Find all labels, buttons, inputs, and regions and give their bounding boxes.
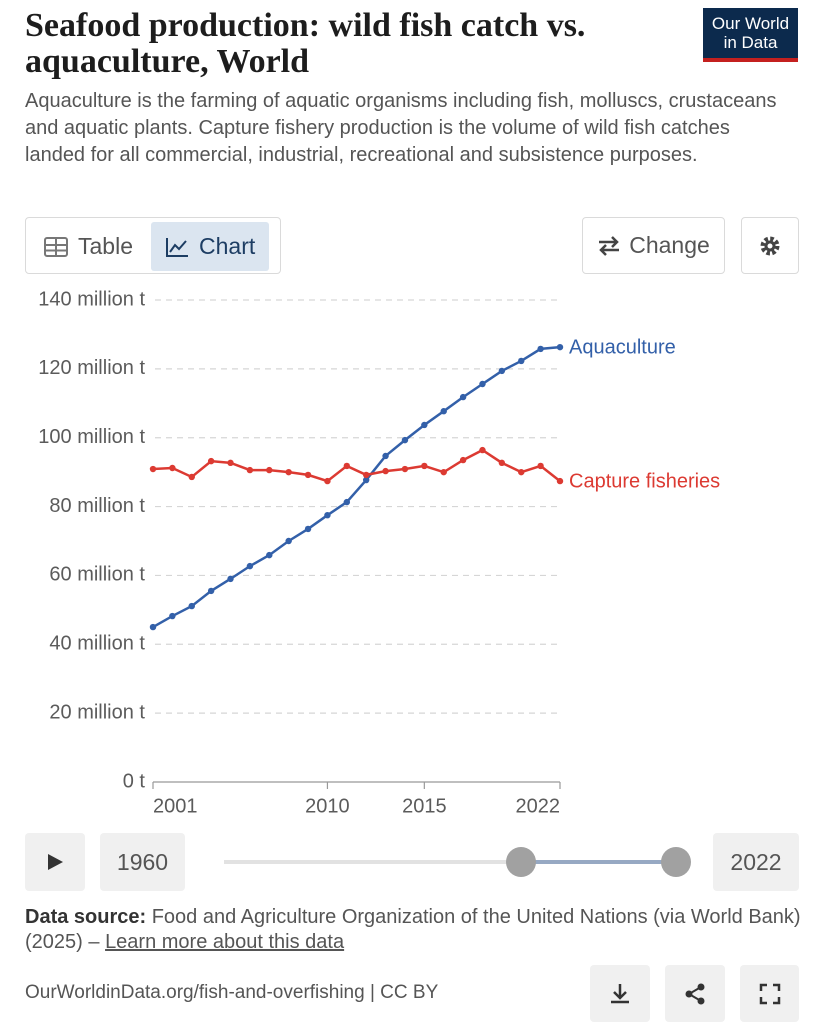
logo-line: Our World xyxy=(711,14,790,33)
logo-line: in Data xyxy=(723,33,778,52)
change-button[interactable]: Change xyxy=(582,217,725,274)
data-point xyxy=(421,462,428,470)
data-point xyxy=(304,471,312,479)
data-point xyxy=(459,393,467,401)
play-icon xyxy=(48,854,63,870)
x-tick-label: 2015 xyxy=(402,795,447,817)
data-point xyxy=(421,421,428,429)
data-point xyxy=(362,476,370,484)
data-point xyxy=(227,575,234,583)
series-label: Capture fisheries xyxy=(569,470,720,492)
data-point xyxy=(207,457,215,465)
series-line xyxy=(152,345,561,629)
tab-label: Chart xyxy=(199,233,256,259)
x-tick-label: 2010 xyxy=(305,795,350,817)
data-point xyxy=(266,551,273,559)
table-tab[interactable]: Table xyxy=(30,222,147,271)
chart: 0 t 20 million t 40 million t 60 million t 8… xyxy=(38,288,720,817)
data-point xyxy=(459,456,467,464)
y-tick-label: 140 million t xyxy=(38,288,145,310)
series-line xyxy=(152,448,561,483)
x-tick-label: 2001 xyxy=(153,795,198,817)
slider-handle[interactable] xyxy=(506,847,536,877)
data-point xyxy=(479,446,486,454)
chart-tab[interactable]: Chart xyxy=(151,222,270,271)
y-tick-label: 40 million t xyxy=(49,633,145,655)
timeline-label: 2022 xyxy=(730,848,782,875)
data-point xyxy=(556,477,564,485)
data-point xyxy=(324,477,331,485)
chart-icon xyxy=(166,237,188,257)
table-icon xyxy=(44,236,68,257)
y-tick-label: 20 million t xyxy=(49,701,145,723)
data-point xyxy=(518,357,525,365)
data-point xyxy=(498,459,506,467)
data-point xyxy=(362,471,370,479)
y-tick-label: 120 million t xyxy=(38,357,145,379)
data-point xyxy=(479,380,486,388)
slider-handle[interactable] xyxy=(661,847,691,877)
timeline-end[interactable]: 2022 xyxy=(713,833,799,891)
source-link[interactable]: Learn more about this data xyxy=(105,931,345,953)
data-point xyxy=(518,468,525,476)
data-point xyxy=(188,473,195,481)
download-button[interactable] xyxy=(590,965,650,1022)
data-point xyxy=(188,602,195,610)
series-label: Aquaculture xyxy=(569,336,676,358)
data-point xyxy=(343,498,351,506)
data-point xyxy=(149,465,157,473)
data-point xyxy=(343,462,351,470)
data-point xyxy=(266,466,273,474)
y-tick-label: 80 million t xyxy=(49,495,145,517)
data-point xyxy=(285,537,292,545)
data-point xyxy=(207,587,215,595)
download-icon xyxy=(611,983,629,1003)
timeline-slider[interactable] xyxy=(200,840,700,884)
y-tick-label: 0 t xyxy=(123,770,146,792)
data-point xyxy=(324,511,331,519)
share-icon xyxy=(685,983,705,1004)
tab-group: Table Chart xyxy=(25,217,281,274)
timeline-start[interactable]: 1960 xyxy=(100,833,185,891)
data-point xyxy=(401,465,409,473)
data-point xyxy=(537,345,544,353)
logo[interactable]: Our World in Data xyxy=(703,8,798,62)
x-tick-label: 2022 xyxy=(516,795,561,817)
swap-icon xyxy=(599,235,620,256)
source-text: Food and Agriculture Organization of the… xyxy=(25,906,801,953)
data-point xyxy=(382,467,389,475)
data-point xyxy=(285,468,292,476)
data-point xyxy=(304,525,312,533)
data-point xyxy=(537,462,544,470)
data-point xyxy=(440,468,447,476)
data-point xyxy=(498,367,506,375)
data-point xyxy=(169,612,176,620)
data-point xyxy=(556,343,564,351)
data-point xyxy=(401,436,409,444)
footer-url: OurWorldinData.org/fish-and-overfishing … xyxy=(25,982,439,1003)
data-point xyxy=(440,408,447,415)
data-point xyxy=(382,452,389,460)
title: Seafood production: wild fish catch vs. … xyxy=(25,7,586,80)
data-point xyxy=(169,464,176,472)
timeline-label: 1960 xyxy=(116,848,169,875)
data-point xyxy=(246,466,254,474)
source: Data source: Food and Agriculture Organi… xyxy=(25,905,805,955)
data-point xyxy=(246,562,254,570)
y-tick-label: 100 million t xyxy=(38,426,145,448)
data-point xyxy=(227,459,234,467)
data-point xyxy=(149,623,157,631)
source-label: Data source: xyxy=(25,906,147,928)
fullscreen-icon xyxy=(759,983,780,1004)
button-label: Change xyxy=(629,232,710,258)
subtitle: Aquaculture is the farming of aquatic or… xyxy=(25,90,777,166)
fullscreen-button[interactable] xyxy=(740,965,799,1022)
gear-icon xyxy=(760,236,780,255)
tab-label: Table xyxy=(78,233,133,259)
share-button[interactable] xyxy=(665,965,725,1022)
y-tick-label: 60 million t xyxy=(49,564,145,586)
play-button[interactable] xyxy=(25,833,85,891)
settings-button[interactable] xyxy=(741,217,799,274)
